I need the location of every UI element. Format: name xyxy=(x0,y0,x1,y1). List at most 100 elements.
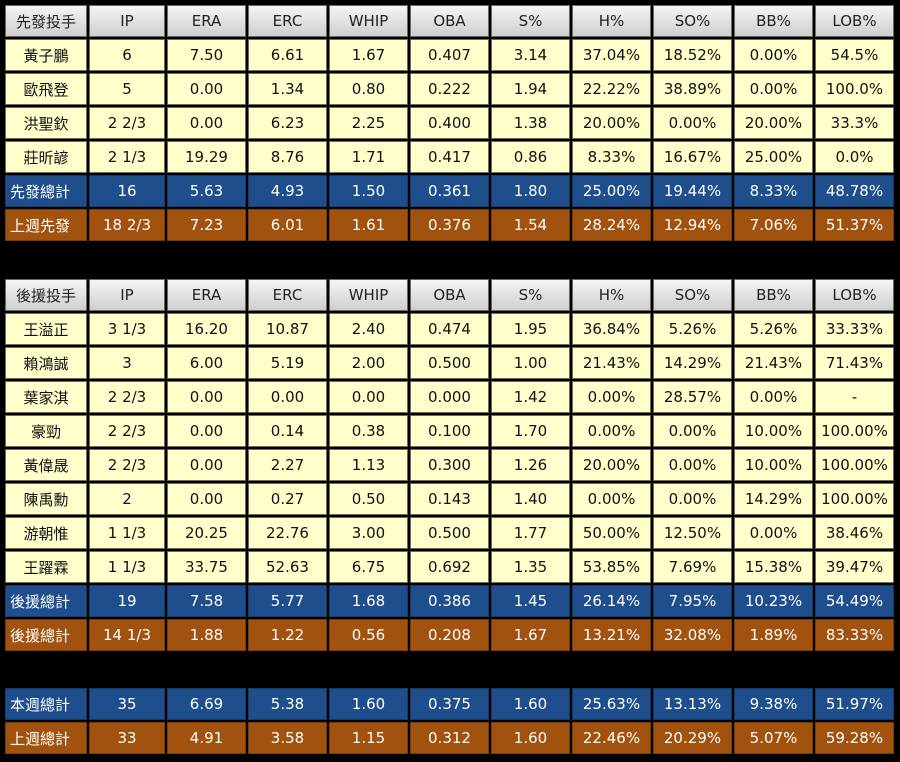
stat-bb-pct: 25.00% xyxy=(734,141,813,173)
stat-ip: 3 1/3 xyxy=(89,313,165,345)
stat-bb-pct: 0.00% xyxy=(734,39,813,71)
table-row: 莊昕諺 2 1/3 19.29 8.76 1.71 0.417 0.86 8.33% 16.67… xyxy=(5,141,894,173)
pitcher-name: 上週先發 xyxy=(5,209,87,241)
header-cell-ip: IP xyxy=(89,5,165,37)
header-cell-oba: OBA xyxy=(410,279,489,311)
stat-ip: 2 1/3 xyxy=(89,141,165,173)
stat-whip: 0.80 xyxy=(329,73,408,105)
stat-oba: 0.312 xyxy=(410,722,489,754)
stat-so-pct: 0.00% xyxy=(653,449,732,481)
stat-ip: 2 xyxy=(89,483,165,515)
stat-era: 6.00 xyxy=(167,347,246,379)
stat-ip: 14 1/3 xyxy=(89,619,165,651)
stat-h-pct: 20.00% xyxy=(572,107,651,139)
stat-oba: 0.376 xyxy=(410,209,489,241)
stat-erc: 52.63 xyxy=(248,551,327,583)
stat-oba: 0.100 xyxy=(410,415,489,447)
stat-erc: 6.23 xyxy=(248,107,327,139)
stat-so-pct: 0.00% xyxy=(653,107,732,139)
pitcher-name: 洪聖欽 xyxy=(5,107,87,139)
stat-era: 5.63 xyxy=(167,175,246,207)
table-header-row: 後援投手 IP ERA ERC WHIP OBA S% H% SO% BB% LOB% xyxy=(5,279,894,311)
header-cell-oba: OBA xyxy=(410,5,489,37)
stat-oba: 0.500 xyxy=(410,517,489,549)
stat-erc: 6.01 xyxy=(248,209,327,241)
stat-bb-pct: 0.00% xyxy=(734,73,813,105)
stat-s-pct: 3.14 xyxy=(491,39,570,71)
header-cell-lob-pct: LOB% xyxy=(815,5,894,37)
stat-s-pct: 1.95 xyxy=(491,313,570,345)
stat-erc: 10.87 xyxy=(248,313,327,345)
stat-ip: 2 2/3 xyxy=(89,415,165,447)
stat-bb-pct: 15.38% xyxy=(734,551,813,583)
stat-whip: 1.13 xyxy=(329,449,408,481)
stat-bb-pct: 10.00% xyxy=(734,449,813,481)
stat-lob-pct: 100.0% xyxy=(815,73,894,105)
pitcher-name: 後援總計 xyxy=(5,619,87,651)
stat-ip: 2 2/3 xyxy=(89,107,165,139)
stat-lob-pct: 59.28% xyxy=(815,722,894,754)
stat-era: 7.23 xyxy=(167,209,246,241)
stat-s-pct: 1.60 xyxy=(491,688,570,720)
stat-era: 0.00 xyxy=(167,449,246,481)
pitcher-name: 葉家淇 xyxy=(5,381,87,413)
stat-s-pct: 1.94 xyxy=(491,73,570,105)
stat-h-pct: 36.84% xyxy=(572,313,651,345)
stat-era: 4.91 xyxy=(167,722,246,754)
stat-whip: 0.00 xyxy=(329,381,408,413)
stat-whip: 2.40 xyxy=(329,313,408,345)
pitcher-name: 賴鴻誠 xyxy=(5,347,87,379)
stat-erc: 22.76 xyxy=(248,517,327,549)
stat-bb-pct: 7.06% xyxy=(734,209,813,241)
pitcher-name: 黃偉晟 xyxy=(5,449,87,481)
stat-lob-pct: 51.37% xyxy=(815,209,894,241)
header-cell-ip: IP xyxy=(89,279,165,311)
pitcher-name: 本週總計 xyxy=(5,688,87,720)
table-row: 歐飛登 5 0.00 1.34 0.80 0.222 1.94 22.22% 38.89% 0.0… xyxy=(5,73,894,105)
stat-bb-pct: 0.00% xyxy=(734,381,813,413)
table-row: 賴鴻誠 3 6.00 5.19 2.00 0.500 1.00 21.43% 14.29% 21.… xyxy=(5,347,894,379)
stat-lob-pct: 51.97% xyxy=(815,688,894,720)
stat-so-pct: 12.50% xyxy=(653,517,732,549)
stat-era: 0.00 xyxy=(167,381,246,413)
stat-so-pct: 7.95% xyxy=(653,585,732,617)
header-cell-s-pct: S% xyxy=(491,5,570,37)
stat-era: 19.29 xyxy=(167,141,246,173)
stat-lob-pct: 54.5% xyxy=(815,39,894,71)
table-row: 陳禹勳 2 0.00 0.27 0.50 0.143 1.40 0.00% 0.00% 14.29… xyxy=(5,483,894,515)
stat-s-pct: 1.40 xyxy=(491,483,570,515)
header-cell-bb-pct: BB% xyxy=(734,279,813,311)
pitcher-name: 陳禹勳 xyxy=(5,483,87,515)
stat-whip: 3.00 xyxy=(329,517,408,549)
stat-bb-pct: 9.38% xyxy=(734,688,813,720)
stat-oba: 0.361 xyxy=(410,175,489,207)
stat-h-pct: 22.22% xyxy=(572,73,651,105)
starters-last-week-row: 上週先發 18 2/3 7.23 6.01 1.61 0.376 1.54 28.24% 12.… xyxy=(5,209,894,241)
stat-erc: 0.14 xyxy=(248,415,327,447)
stat-erc: 5.38 xyxy=(248,688,327,720)
stat-erc: 3.58 xyxy=(248,722,327,754)
stat-lob-pct: 39.47% xyxy=(815,551,894,583)
stat-whip: 0.50 xyxy=(329,483,408,515)
stat-ip: 2 2/3 xyxy=(89,381,165,413)
stat-ip: 33 xyxy=(89,722,165,754)
pitcher-name: 豪勁 xyxy=(5,415,87,447)
stat-so-pct: 7.69% xyxy=(653,551,732,583)
stat-s-pct: 1.80 xyxy=(491,175,570,207)
stat-oba: 0.386 xyxy=(410,585,489,617)
stat-era: 0.00 xyxy=(167,483,246,515)
stat-h-pct: 50.00% xyxy=(572,517,651,549)
stat-erc: 4.93 xyxy=(248,175,327,207)
stat-ip: 16 xyxy=(89,175,165,207)
stat-erc: 5.77 xyxy=(248,585,327,617)
stat-era: 1.88 xyxy=(167,619,246,651)
table-row: 豪勁 2 2/3 0.00 0.14 0.38 0.100 1.70 0.00% 0.00% 10… xyxy=(5,415,894,447)
stat-so-pct: 13.13% xyxy=(653,688,732,720)
stat-ip: 19 xyxy=(89,585,165,617)
stat-oba: 0.500 xyxy=(410,347,489,379)
header-cell-pitcher: 後援投手 xyxy=(5,279,87,311)
stat-h-pct: 25.00% xyxy=(572,175,651,207)
stat-whip: 1.67 xyxy=(329,39,408,71)
stat-h-pct: 0.00% xyxy=(572,381,651,413)
pitcher-name: 游朝惟 xyxy=(5,517,87,549)
